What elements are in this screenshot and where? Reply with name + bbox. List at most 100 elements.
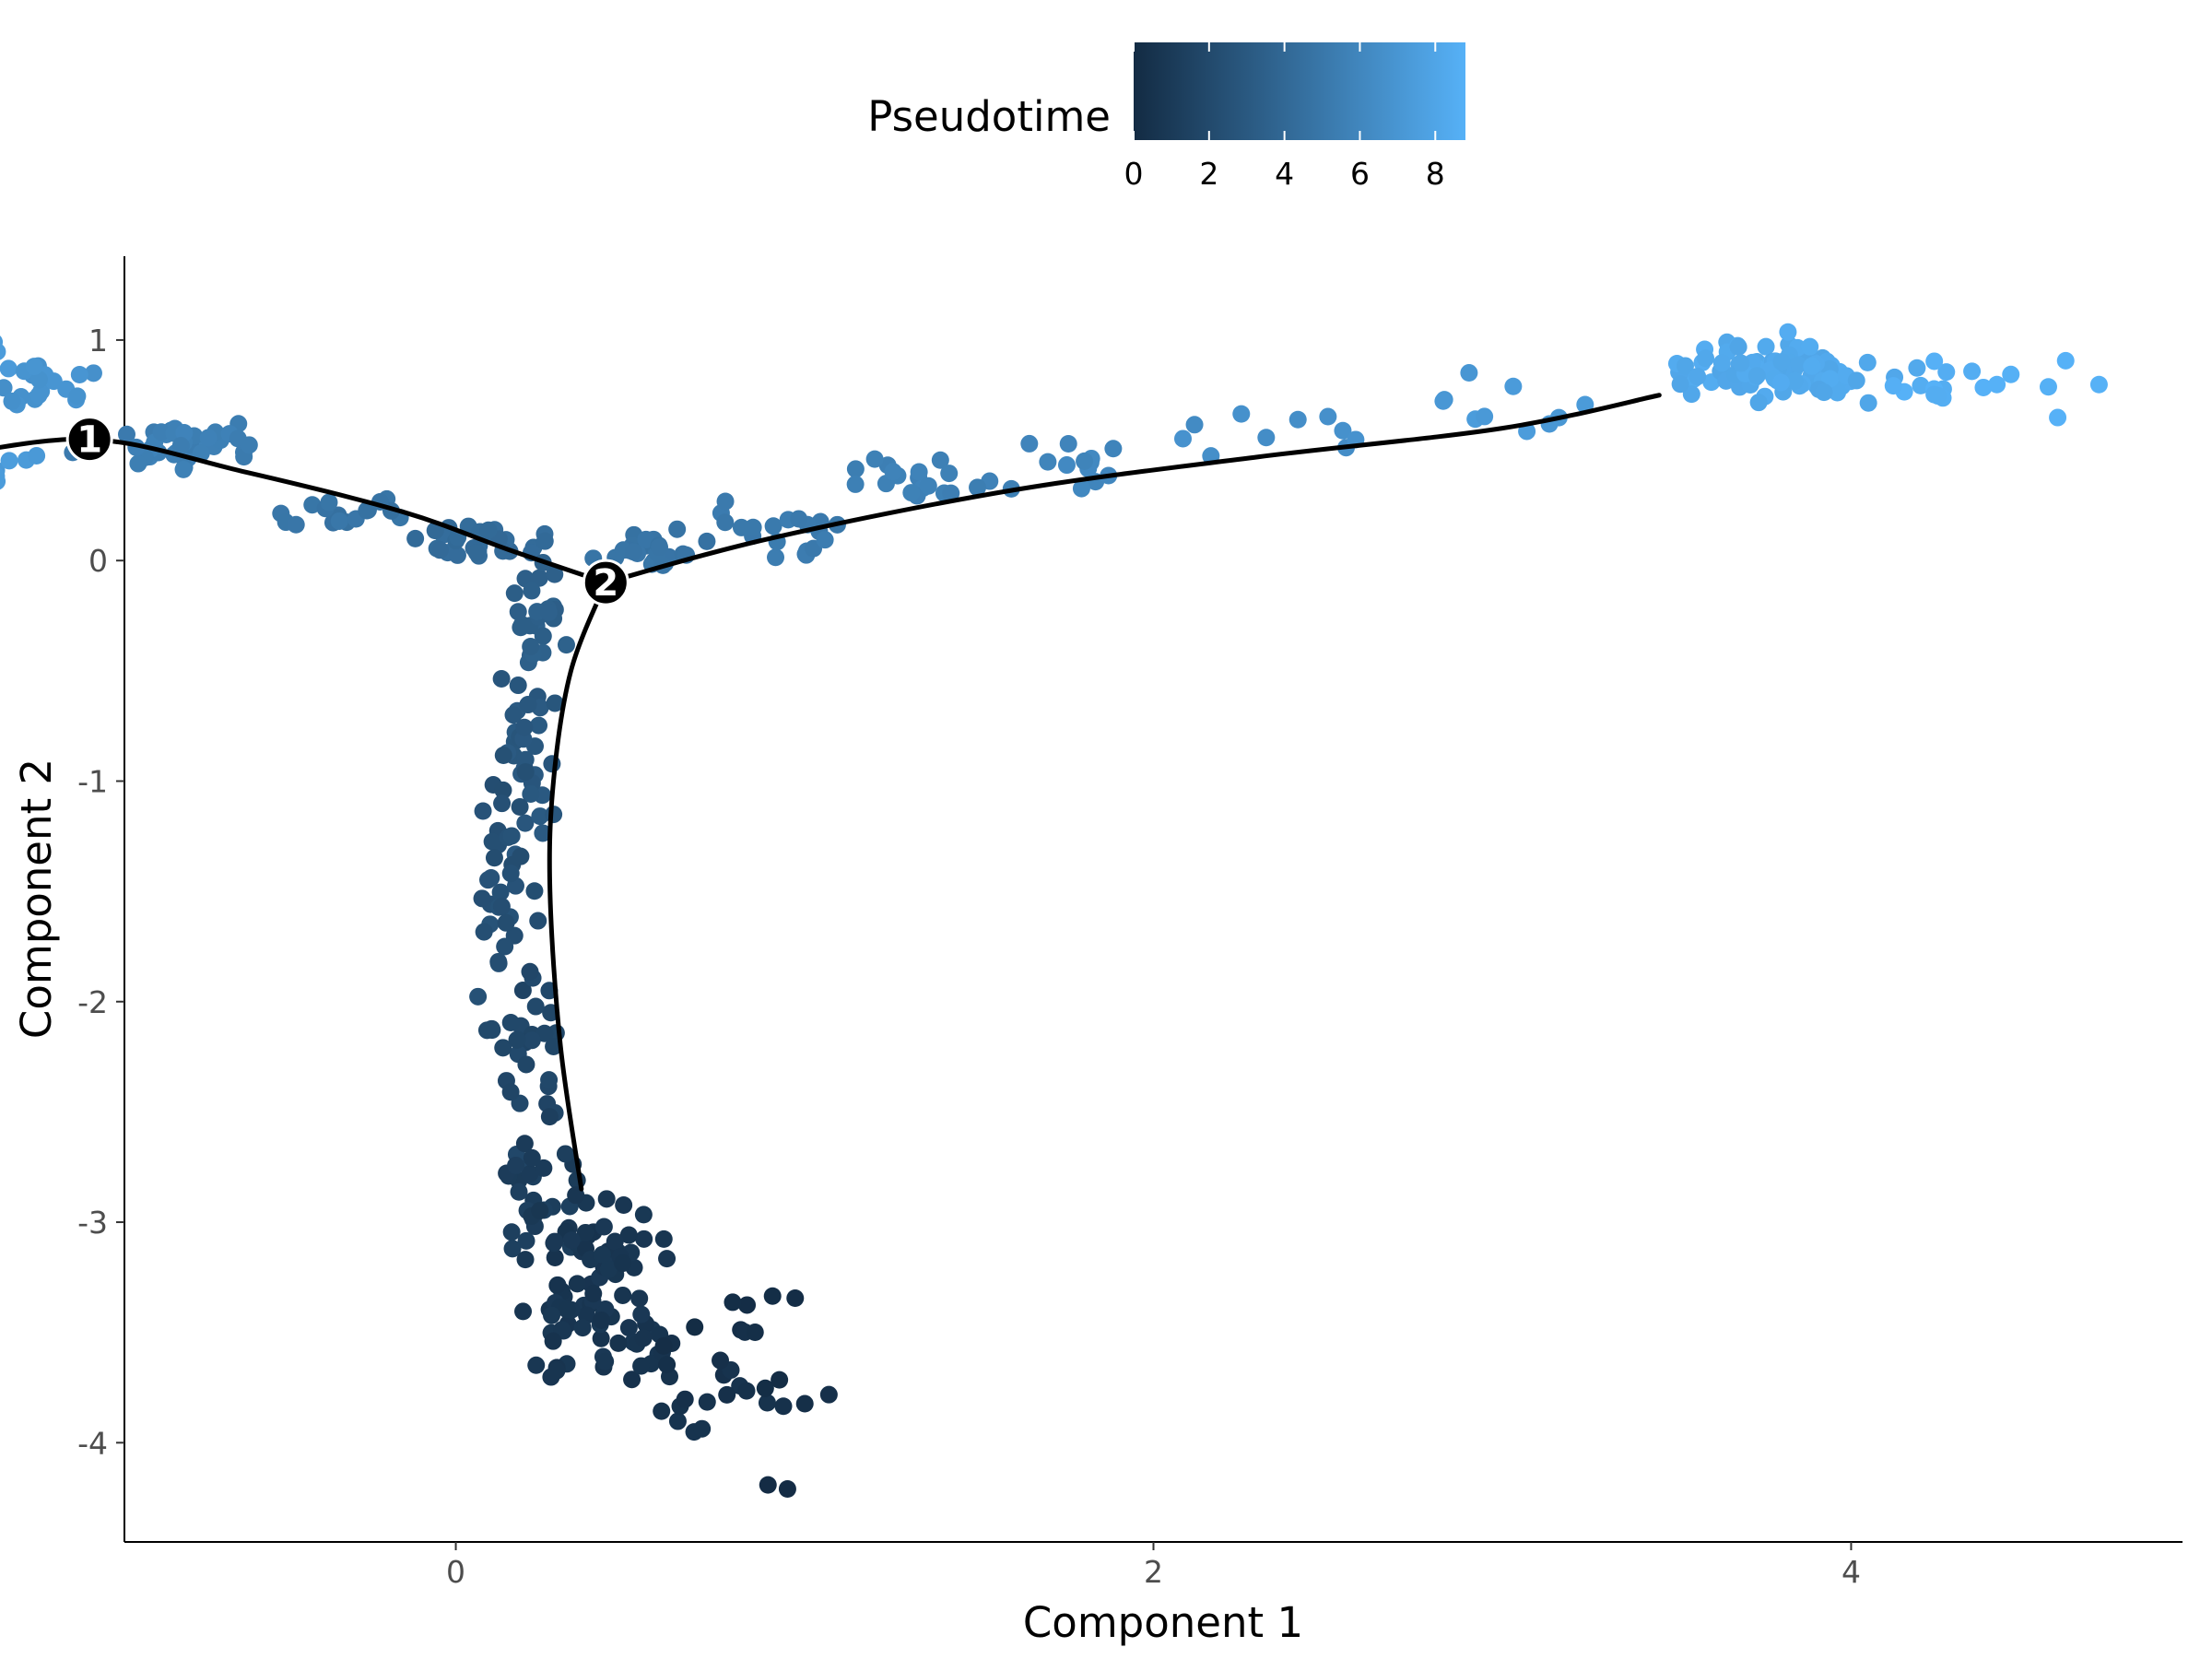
branch-point-marker [582, 559, 629, 606]
cell-point [68, 387, 87, 406]
cell-point [1059, 435, 1077, 453]
cell-point [240, 436, 258, 454]
cell-point [530, 716, 548, 735]
cell-point [406, 529, 425, 547]
cell-point [940, 465, 959, 483]
cell-point [758, 1394, 776, 1412]
cell-point [658, 1250, 677, 1268]
cell-point [482, 869, 500, 888]
cell-point [0, 343, 6, 360]
cell-point [485, 849, 503, 867]
colorbar-legend: Pseudotime 0 2 4 6 8 [867, 42, 1465, 192]
branch-point-2: 2 [582, 559, 629, 606]
cell-point [29, 386, 48, 405]
cell-point [474, 802, 492, 820]
cell-point [1974, 378, 1993, 396]
cell-point [712, 1351, 730, 1370]
legend-tick-label: 6 [1350, 156, 1370, 192]
cell-point [1988, 375, 2006, 394]
cell-point [632, 1357, 651, 1375]
cell-point [513, 982, 532, 1000]
cell-point [737, 1382, 756, 1400]
cell-point [0, 379, 13, 397]
cell-point [763, 1287, 782, 1305]
cell-point [504, 706, 523, 724]
cell-point [1504, 377, 1523, 395]
cell-point [515, 718, 534, 736]
cell-point [479, 521, 498, 539]
cell-point [507, 1157, 525, 1175]
cell-point [529, 912, 547, 930]
cell-point [544, 1332, 562, 1350]
x-tick-label: 0 [446, 1554, 465, 1590]
cell-point [516, 763, 535, 782]
cell-point [547, 1361, 566, 1380]
branch-points: 12 [65, 416, 629, 606]
cell-point [531, 1202, 549, 1220]
cell-point [573, 1319, 592, 1337]
cell-point [2002, 365, 2020, 383]
cell-point [592, 1329, 610, 1347]
cell-point [28, 446, 46, 465]
cell-point [514, 1302, 533, 1321]
cell-point [1676, 357, 1694, 375]
cell-point [516, 750, 535, 769]
cell-point [619, 1319, 638, 1337]
cell-point [535, 1159, 553, 1177]
cell-point [919, 477, 937, 495]
cell-point [668, 520, 687, 538]
cell-point [771, 1371, 789, 1389]
cell-point [516, 1251, 535, 1269]
cell-point [1929, 387, 1947, 406]
cell-point [718, 1385, 736, 1404]
trajectory-lower [547, 580, 608, 1192]
cell-point [767, 548, 785, 567]
cell-point [1785, 371, 1804, 390]
cell-point [1757, 337, 1775, 356]
cell-point [521, 962, 539, 981]
cell-point [790, 510, 808, 528]
cell-point [744, 518, 762, 536]
cell-point [510, 1182, 528, 1201]
cell-point [129, 454, 147, 473]
cell-point [505, 584, 524, 603]
cell-point [493, 794, 512, 813]
cell-point [467, 543, 486, 561]
cell-point [584, 1285, 603, 1303]
cell-point [1801, 337, 1819, 356]
cell-point [654, 1230, 673, 1248]
cell-point [1858, 353, 1877, 371]
y-tick-label: -3 [77, 1205, 108, 1241]
cell-point [287, 515, 305, 534]
cell-point [596, 1352, 615, 1371]
cell-point [534, 627, 552, 645]
cell-point [519, 696, 537, 714]
cell-point [1076, 452, 1094, 470]
cell-point [546, 694, 564, 712]
cell-point [1803, 357, 1821, 375]
cell-point [1671, 375, 1689, 394]
cell-point [70, 365, 88, 383]
cell-point [483, 1021, 501, 1040]
cell-point [527, 1356, 546, 1374]
cell-point [931, 451, 949, 469]
cell-point [568, 1275, 586, 1293]
cell-point [676, 1390, 694, 1408]
cell-point [525, 882, 544, 900]
cell-point [1859, 394, 1877, 412]
cell-point [594, 1218, 613, 1236]
cell-point [546, 1249, 564, 1267]
cell-point [653, 1402, 671, 1420]
cell-point [531, 807, 549, 826]
x-tick-label: 2 [1144, 1554, 1163, 1590]
cell-point [1057, 456, 1076, 475]
cell-point [2056, 351, 2075, 370]
cell-point [523, 1148, 541, 1167]
trajectory-right [603, 393, 1662, 585]
cell-point [738, 1296, 757, 1314]
cell-point [501, 1014, 520, 1032]
cell-point [624, 543, 642, 561]
cell-point [764, 517, 782, 535]
axes: 0 2 4 1 0 -1 -2 -3 -4 Component 1 Component 2 [12, 256, 2183, 1647]
cell-point [846, 475, 865, 493]
